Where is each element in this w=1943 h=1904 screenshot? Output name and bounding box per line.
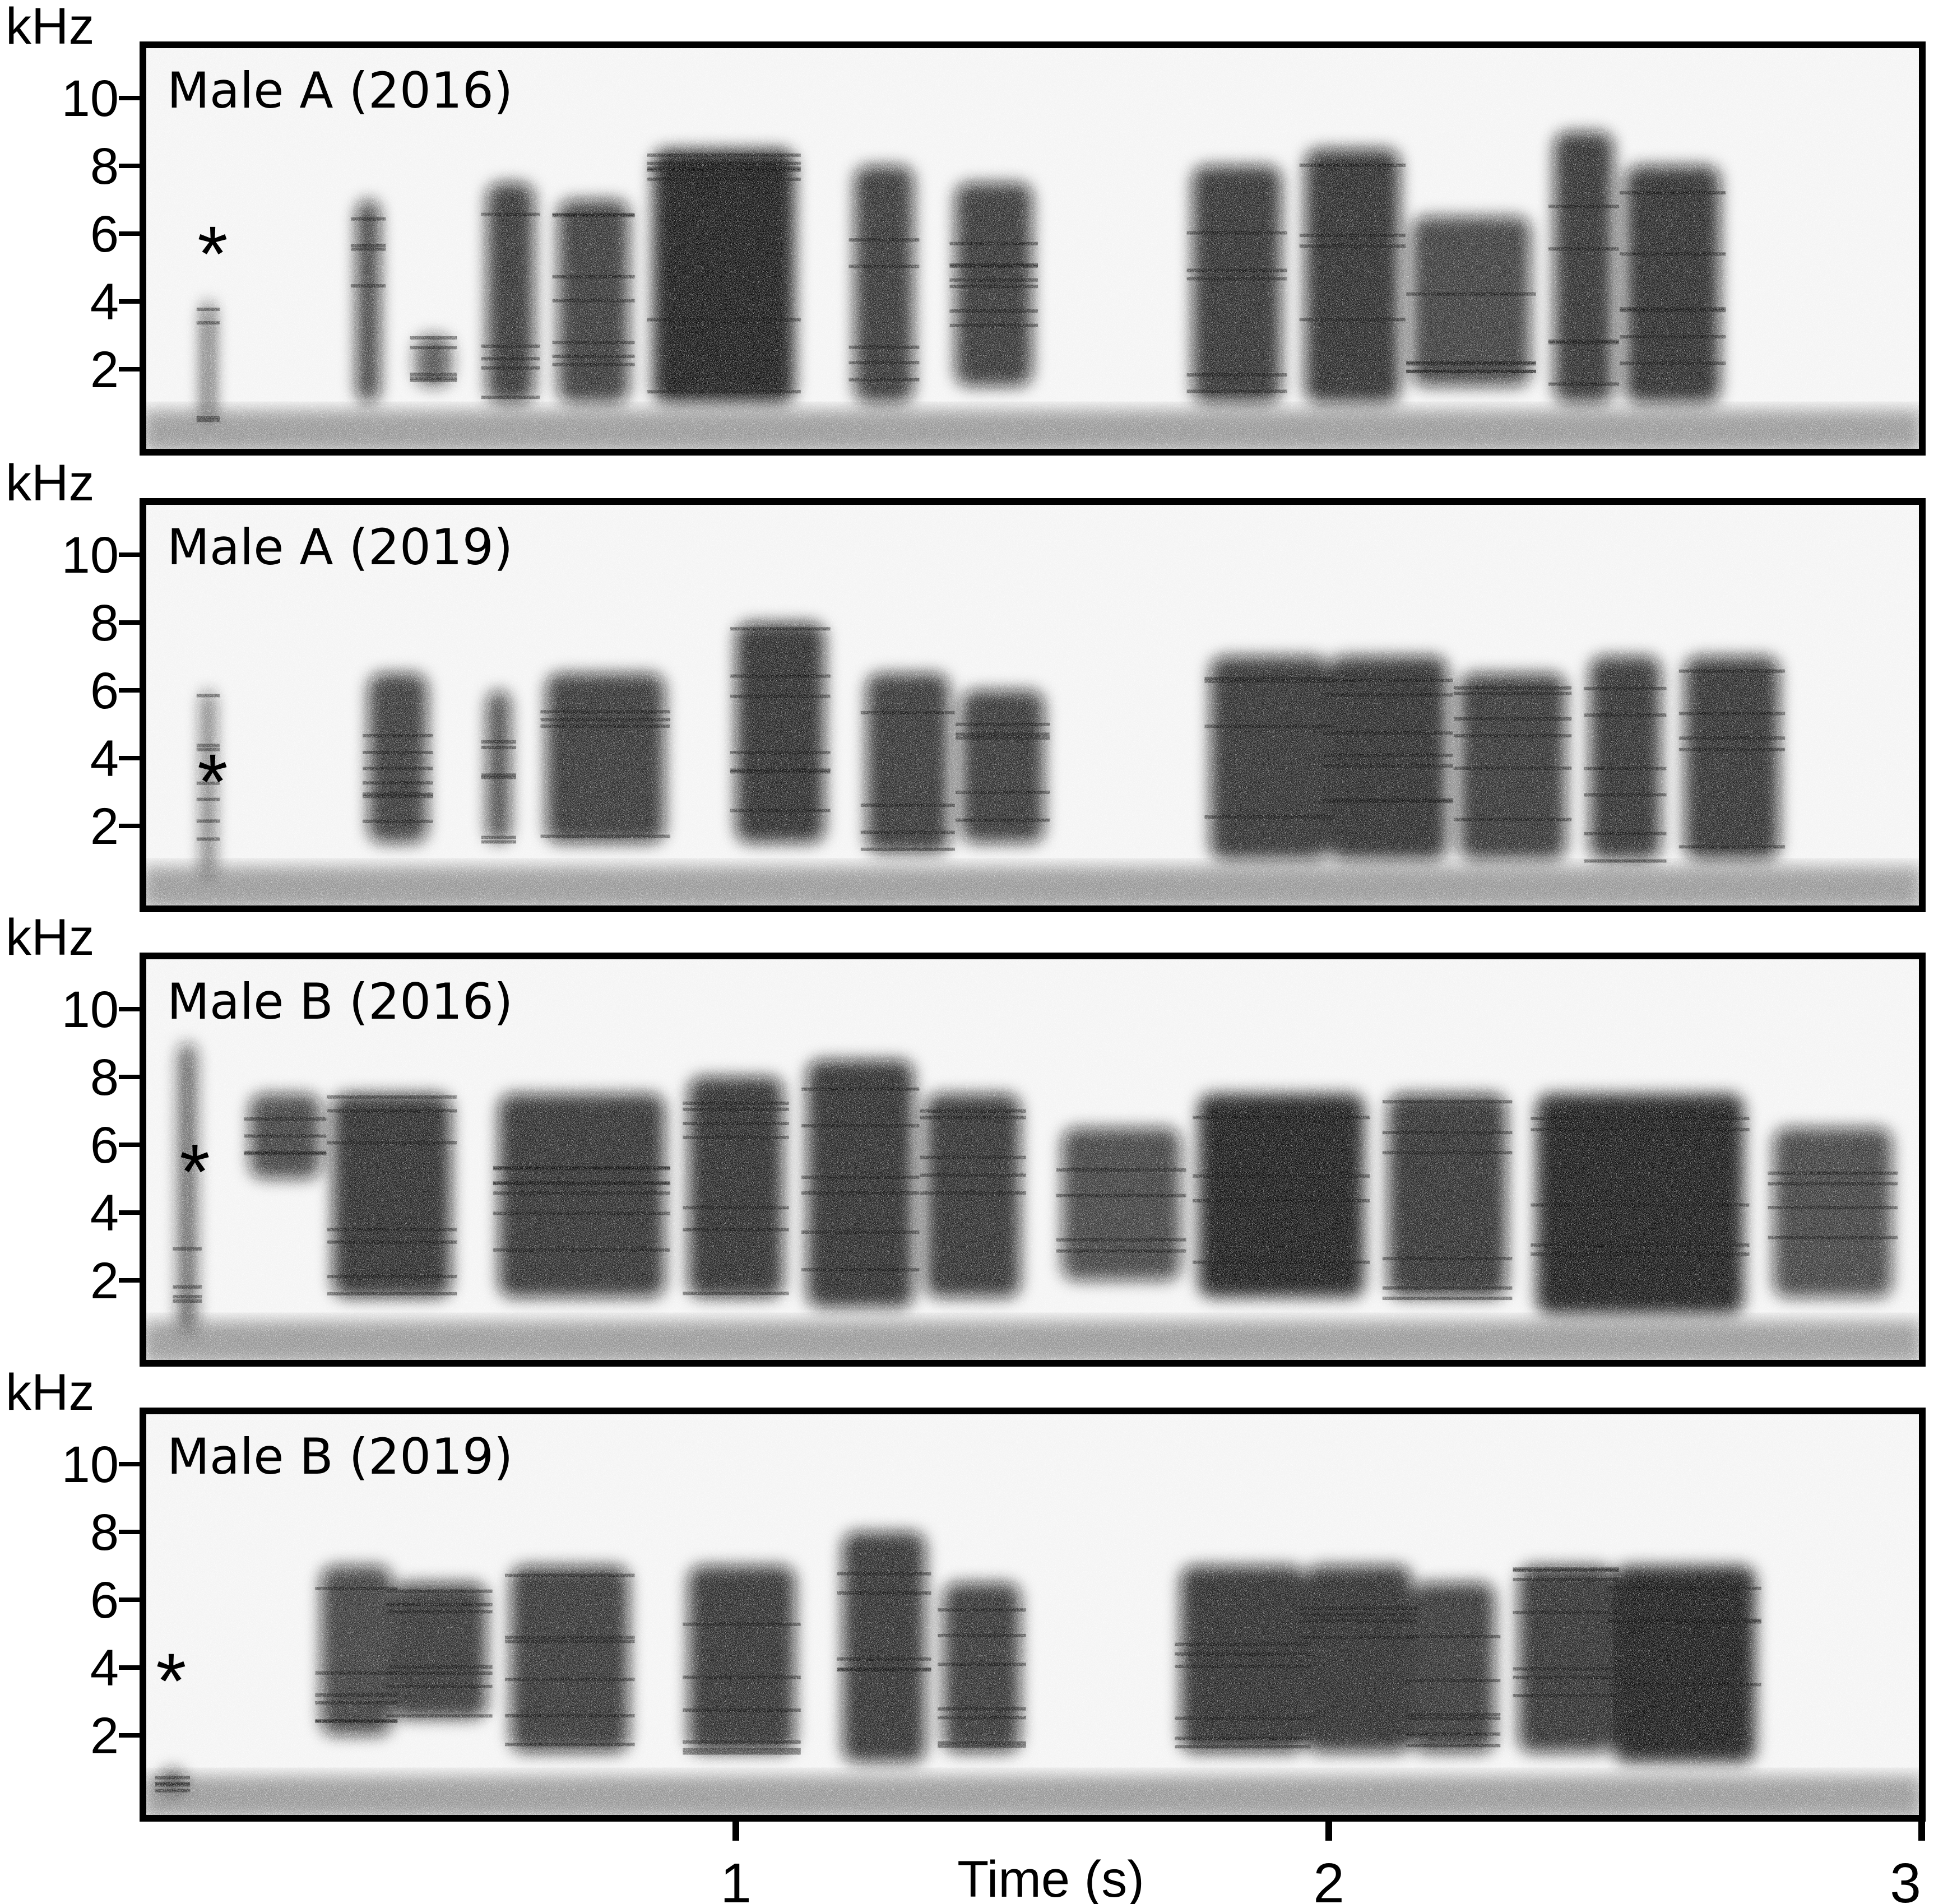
y-tick-label: 10 <box>62 981 119 1038</box>
panel-label: Male A (2019) <box>167 518 513 576</box>
y-tick-label: 2 <box>90 341 119 398</box>
x-axis-label: Time (s) <box>957 1851 1144 1904</box>
y-tick-label: 8 <box>90 1049 119 1106</box>
asterisk-marker: * <box>156 1637 186 1725</box>
x-tick-label: 2 <box>1313 1852 1344 1904</box>
y-tick-label: 6 <box>90 1572 119 1629</box>
spectrogram-grain <box>143 1411 1922 1818</box>
y-tick-label: 6 <box>90 1117 119 1174</box>
y-tick-label: 10 <box>62 1436 119 1493</box>
y-axis-unit-label: kHz <box>6 454 94 512</box>
y-tick-label: 6 <box>90 662 119 719</box>
y-tick-label: 4 <box>90 1185 119 1242</box>
panel-label: Male B (2019) <box>167 1428 513 1485</box>
panel-label: Male B (2016) <box>167 973 513 1030</box>
y-axis-unit-label: kHz <box>6 1364 94 1421</box>
spectrogram-panel: kHz 10 8 6 4 2 Male A (2016) * <box>6 0 1926 456</box>
panel-frame <box>140 1408 1926 1822</box>
y-tick-label: 8 <box>90 595 119 652</box>
panels-layer: kHz 10 8 6 4 2 Male A (2016) * kHz 10 8 6 4 2 Male A (… <box>6 0 1926 1822</box>
spectrogram-panel: kHz 10 8 6 4 2 Male A (2019) * <box>6 454 1926 912</box>
asterisk-marker: * <box>197 210 228 298</box>
x-tick-label: 1 <box>720 1852 752 1904</box>
panel-frame <box>140 498 1926 912</box>
y-tick-label: 2 <box>90 798 119 855</box>
spectrogram-panel: kHz 10 8 6 4 2 Male B (2016) * <box>6 909 1926 1367</box>
spectrogram-grain <box>143 956 1922 1363</box>
asterisk-marker: * <box>197 737 228 825</box>
y-tick-label: 10 <box>62 70 119 127</box>
panel-label: Male A (2016) <box>167 62 513 119</box>
spectrogram-grain <box>143 45 1922 452</box>
y-tick-label: 4 <box>90 730 119 787</box>
y-axis-unit-label: kHz <box>6 0 94 55</box>
asterisk-marker: * <box>179 1127 210 1215</box>
y-tick-label: 4 <box>90 1640 119 1697</box>
y-tick-label: 4 <box>90 273 119 331</box>
panel-frame <box>140 41 1926 456</box>
y-axis-unit-label: kHz <box>6 909 94 966</box>
y-tick-label: 10 <box>62 527 119 584</box>
y-tick-label: 8 <box>90 1504 119 1561</box>
y-tick-label: 2 <box>90 1707 119 1764</box>
x-tick-label: 3 <box>1890 1852 1921 1904</box>
time-axis: 1 2 3 Time (s) <box>720 1818 1925 1904</box>
y-tick-label: 2 <box>90 1252 119 1309</box>
spectrogram-grain <box>143 501 1922 909</box>
panel-frame <box>140 953 1926 1367</box>
spectrogram-panel: kHz 10 8 6 4 2 Male B (2019) * <box>6 1364 1926 1822</box>
y-tick-label: 8 <box>90 138 119 195</box>
y-tick-label: 6 <box>90 206 119 263</box>
